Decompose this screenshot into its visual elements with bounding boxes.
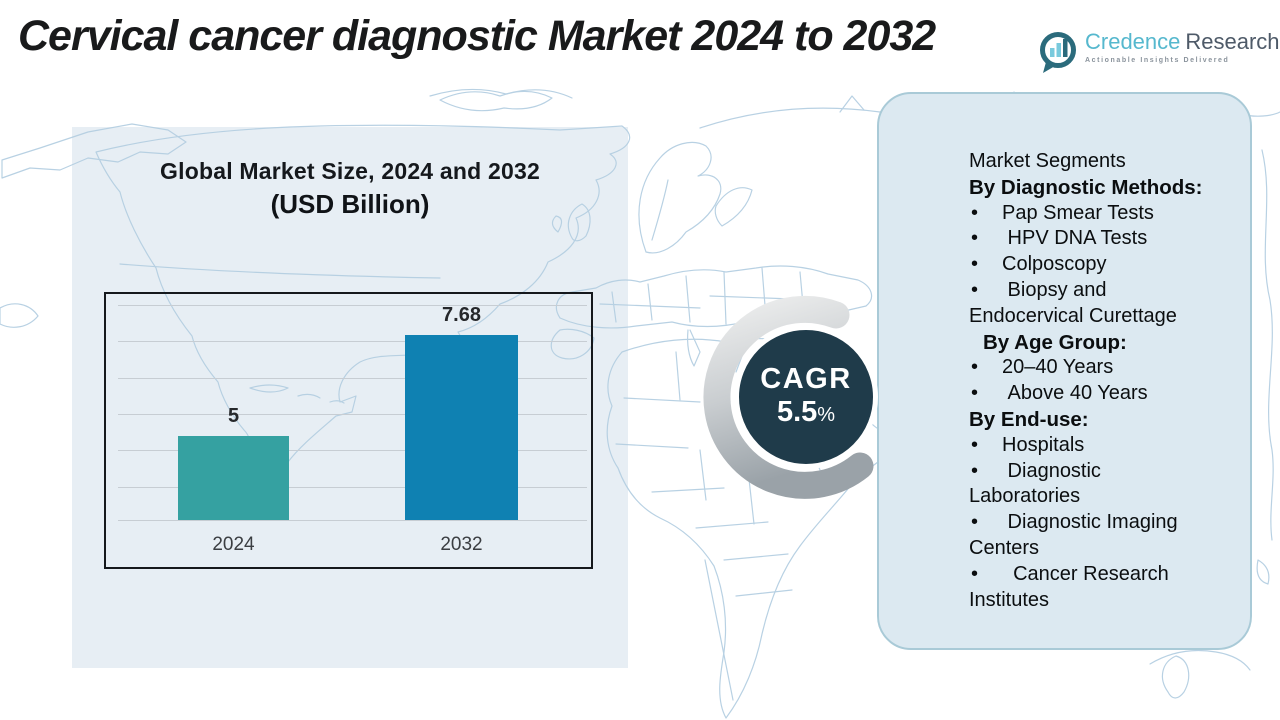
percent-sign: % [817, 403, 836, 426]
segment-item: HPV DNA Tests [969, 226, 1247, 252]
category-label-2024: 2024 [212, 534, 255, 555]
logo-brand-secondary: Research [1185, 29, 1280, 54]
segment-group-heading: By Age Group: [983, 330, 1127, 354]
segment-item: Diagnostic [969, 459, 1247, 485]
chart-subtitle: (USD Billion) [270, 189, 430, 219]
chart-title: Global Market Size, 2024 and 2032 [160, 158, 540, 184]
gridline [118, 520, 587, 521]
bar-value-2024: 5 [227, 405, 240, 427]
logo-tagline: Actionable Insights Delivered [1085, 57, 1230, 64]
segment-item: Pap Smear Tests [969, 201, 1247, 227]
category-label-2032: 2032 [440, 534, 483, 555]
market-segments-panel: Market Segments By Diagnostic Methods: P… [877, 92, 1252, 650]
cagr-label: CAGR [760, 362, 852, 395]
segment-item: Diagnostic Imaging [969, 510, 1247, 536]
logo-brand-primary: Credence [1085, 29, 1181, 54]
credence-research-logo: Credence Research Actionable Insights Del… [1038, 30, 1280, 74]
segment-item: Cancer Research [969, 562, 1247, 588]
segment-item: Colposcopy [969, 252, 1247, 278]
segment-item: Biopsy and [969, 278, 1247, 304]
segment-item-continuation: Institutes [969, 588, 1050, 611]
segment-item-continuation: Laboratories [969, 485, 1081, 508]
segment-item-continuation: Centers [969, 536, 1040, 559]
segment-item: Above 40 Years [969, 381, 1247, 407]
cagr-value: 5.5% [776, 395, 836, 428]
segment-item: Hospitals [969, 433, 1247, 459]
market-segments-list: Market Segments By Diagnostic Methods: P… [969, 149, 1247, 613]
bar-value-2032: 7.68 [442, 304, 481, 326]
segment-item: 20–40 Years [969, 355, 1247, 381]
segment-group-heading: By End-use: [969, 407, 1089, 431]
bar-chart: 5 7.68 2024 2032 [104, 292, 593, 569]
segment-group-heading: By Diagnostic Methods: [969, 175, 1203, 199]
segment-item-continuation: Endocervical Curettage [969, 304, 1177, 327]
page-title: Cervical cancer diagnostic Market 2024 t… [18, 12, 936, 60]
bar-chart-bubble-icon [1040, 32, 1076, 73]
segments-heading: Market Segments [969, 150, 1126, 172]
bar-2032 [405, 335, 518, 520]
cagr-badge: CAGR 5.5% [734, 325, 878, 469]
bar-2024 [178, 436, 289, 520]
logo-brand-text: Credence Research [1085, 30, 1280, 54]
